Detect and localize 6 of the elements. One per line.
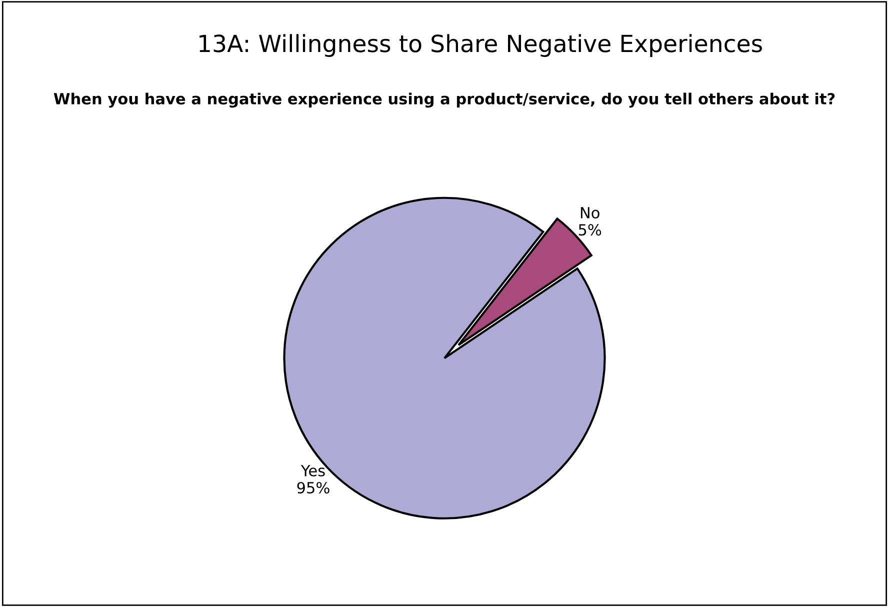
slice-label: Yes (300, 465, 325, 476)
data-label: 95% (297, 482, 330, 494)
slice-label: No (580, 207, 600, 218)
data-label: 5% (578, 224, 602, 236)
chart-title: 13A: Willingness to Share Negative Experiences (200, 34, 762, 57)
chart-subtitle: When you have a negative experience using a product/service, do you tell others about it? (54, 92, 835, 108)
